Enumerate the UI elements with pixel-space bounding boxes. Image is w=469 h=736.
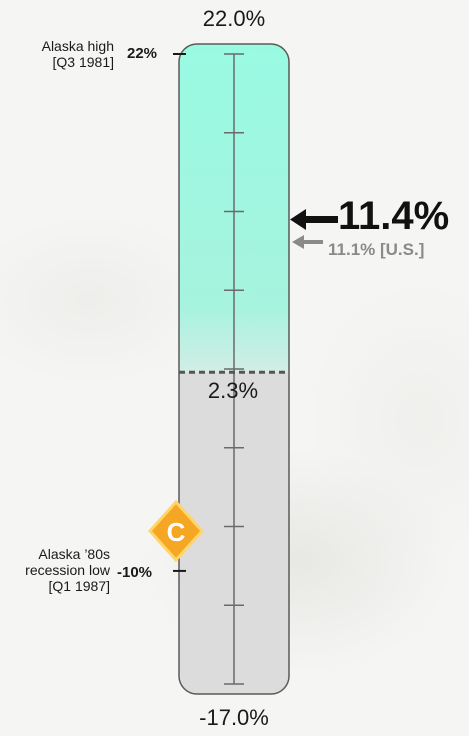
alaska-low-description: Alaska ’80s recession low [Q1 1987] bbox=[25, 546, 110, 594]
us-arrow-icon bbox=[292, 235, 323, 249]
alaska-high-description: Alaska high [Q3 1981] bbox=[41, 38, 114, 70]
gauge-min-label: -17.0% bbox=[199, 705, 269, 730]
gauge-ticks bbox=[224, 53, 244, 685]
gauge-midpoint-label: 2.3% bbox=[207, 378, 259, 403]
alaska-current-value: 11.4% bbox=[338, 194, 450, 238]
gauge-outline bbox=[178, 43, 290, 695]
alaska-arrow-icon bbox=[290, 209, 338, 230]
us-current-value: 11.1% [U.S.] bbox=[328, 240, 425, 259]
grade-badge: C bbox=[147, 499, 205, 563]
gauge-max-label: 22.0% bbox=[202, 6, 266, 31]
alaska-low-value: -10% bbox=[117, 564, 153, 581]
alaska-high-value: 22% bbox=[127, 45, 158, 62]
grade-letter: C bbox=[167, 517, 186, 547]
